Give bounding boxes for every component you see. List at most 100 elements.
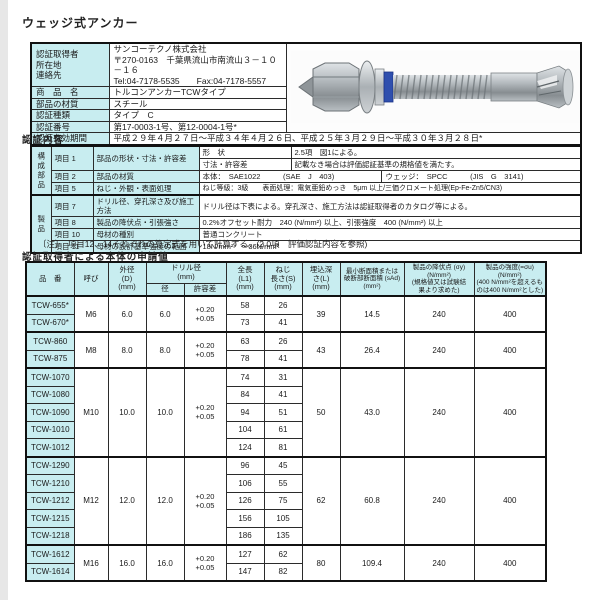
spec-size-cell: M8 (73, 331, 109, 369)
spec-outer-cell: 10.0 (107, 367, 147, 457)
cert-number-value: 第17-0003-1号、第12-0004-1号* (108, 120, 287, 133)
spec-model-cell: TCW-1080 (25, 385, 75, 404)
holder-address: 〒270-0163 千葉県流山市南流山３－１０－１６ (113, 54, 277, 76)
spec-yield-cell: 240 (403, 367, 475, 457)
spec-model-cell: TCW-1090 (25, 403, 75, 422)
spec-thread-cell: 81 (263, 438, 303, 457)
spec-embed-cell: 39 (301, 295, 341, 333)
spec-yield-cell: 240 (403, 455, 475, 546)
spec-length-cell: 74 (225, 367, 265, 387)
spec-row: TCW-1212 126 75 (25, 491, 546, 510)
spec-length-cell: 104 (225, 420, 265, 439)
spec-yield-cell: 240 (403, 544, 475, 582)
spec-tolerance-cell: +0.20 +0.05 (183, 295, 227, 333)
spec-thread-cell: 45 (263, 455, 303, 475)
material-value: スチール (108, 97, 287, 110)
spec-area-cell: 60.8 (339, 455, 405, 546)
spec-yield-cell: 240 (403, 331, 475, 369)
spec-length-cell: 186 (225, 526, 265, 546)
item10-name: 母材の種別 (92, 228, 200, 241)
spec-thread-cell: 105 (263, 509, 303, 528)
group-components-label: 構成部品 (30, 145, 52, 196)
spec-row: TCW-655* M6 6.0 6.0 +0.20 +0.05 58 26 39 14.5 240… (25, 295, 547, 333)
spec-model-cell: TCW-1010 (25, 420, 75, 439)
spec-yield-cell: 240 (403, 295, 475, 333)
spec-thread-cell: 41 (263, 385, 303, 404)
item8-value: 0.2%オフセット耐力 240 (N/mm²) 以上、引張強度 400 (N/m… (198, 216, 582, 229)
spec-length-cell: 96 (225, 455, 265, 475)
spec-table-body: TCW-655* M6 6.0 6.0 +0.20 +0.05 58 26 39 14.5 240… (25, 295, 547, 582)
spec-length-cell: 147 (225, 562, 265, 582)
item1-dim-label: 寸法・許容差 (198, 158, 292, 171)
item5-no: 項目 5 (50, 182, 94, 196)
certification-header-table: 認証取得者 所在地 連絡先 サンコーテクノ株式会社 〒270-0163 千葉県流… (30, 42, 582, 146)
spec-tolerance-cell: +0.20 +0.05 (183, 544, 227, 582)
cert-type-value: タイプ C (108, 109, 287, 122)
spec-section-heading: 認証取得者による本体の申請値 (22, 252, 169, 263)
spec-row: TCW-1218 186 135 (25, 526, 546, 546)
calculation-note: 〔注〕 項目12、14それぞれの算定式を用いて計算する。(2.0項 評価認証内容… (38, 239, 368, 249)
contact-label: 連絡先 (36, 70, 62, 81)
spec-row: TCW-1612 M16 16.0 16.0 +0.20 +0.05 127 62 80 109… (25, 544, 547, 582)
cert-content-heading: 認証内容 (22, 135, 65, 146)
spec-size-cell: M12 (73, 455, 109, 546)
spec-row: TCW-1215 156 105 (25, 509, 546, 528)
spec-thread-cell: 62 (263, 544, 303, 564)
spec-strength-cell: 400 (473, 544, 547, 582)
spec-model-cell: TCW-1215 (25, 509, 75, 528)
spec-model-cell: TCW-860 (25, 331, 75, 351)
spec-thread-cell: 51 (263, 403, 303, 422)
col-header-outer-dia: 外径 (D) (mm) (107, 261, 147, 297)
material-label: 部品の材質 (30, 97, 110, 110)
spec-thread-cell: 55 (263, 474, 303, 493)
spec-length-cell: 106 (225, 474, 265, 493)
item5-value: ねじ等級：3級 表面処理：電気亜鉛めっき 5μm 以上/三価クロメート処理(Ep… (198, 182, 582, 196)
holder-contact: Tel:04-7178-5535 Fax:04-7178-5557 (113, 75, 267, 86)
spec-row: TCW-860 M8 8.0 8.0 +0.20 +0.05 63 26 43 26.4 240 4… (25, 331, 547, 369)
scan-edge-strip (0, 0, 8, 600)
spec-embed-cell: 80 (301, 544, 341, 582)
col-header-area: 最小断面積または 破断部断面積 (sAd) (mm²) (339, 261, 405, 297)
spec-strength-cell: 400 (473, 367, 547, 457)
wedge-anchor-product-photo (290, 50, 580, 123)
spec-strength-cell: 400 (473, 331, 547, 369)
spec-area-cell: 26.4 (339, 331, 405, 369)
spec-model-cell: TCW-670* (25, 313, 75, 333)
spec-length-cell: 73 (225, 313, 265, 333)
item11-name: 母材の設計基準強度の範囲 (92, 240, 200, 254)
spec-length-cell: 126 (225, 491, 265, 510)
item8-name: 製品の降伏点・引張強さ (92, 216, 200, 229)
item2-body-value: 本体： SAE1022 (SAE J 403) (202, 172, 335, 181)
spec-drill-cell: 6.0 (145, 295, 185, 333)
item8-no: 項目 8 (50, 216, 94, 229)
spec-embed-cell: 50 (301, 367, 341, 457)
holder-value-cell: サンコーテクノ株式会社 〒270-0163 千葉県流山市南流山３－１０－１６ T… (108, 42, 287, 87)
col-header-thread: ねじ 長さ(S) (mm) (263, 261, 303, 297)
item10-no: 項目 10 (50, 228, 94, 241)
spec-length-cell: 127 (225, 544, 265, 564)
spec-tolerance-cell: +0.20 +0.05 (183, 455, 227, 546)
col-header-size: 呼び (73, 261, 109, 297)
spec-thread-cell: 26 (263, 295, 303, 315)
col-header-model: 品 番 (25, 261, 75, 297)
spec-drill-cell: 12.0 (145, 455, 185, 546)
validity-value: 平成２９年４月２７日～平成３４年４月２６日、平成２５年３月２９日～平成３０年３月… (108, 132, 582, 145)
page-title: ウェッジ式アンカー (22, 16, 139, 30)
spec-row: TCW-1010 104 61 (25, 420, 546, 439)
item2-value-cell: 本体： SAE1022 (SAE J 403) ウェッジ： SPCC (JIS … (198, 170, 582, 183)
spec-table: 品 番 呼び 外径 (D) (mm) ドリル径 (mm) 全長 (L1) (mm… (25, 261, 547, 582)
spec-size-cell: M16 (73, 544, 109, 582)
item5-name: ねじ・外観・表面処理 (92, 182, 200, 196)
item2-wedge-value: ウェッジ： SPCC (JIS G 3141) (380, 171, 580, 182)
spec-model-cell: TCW-655* (25, 295, 75, 315)
spec-row: TCW-1012 124 81 (25, 438, 546, 457)
col-header-yield: 製品の降伏点 (σy) (N/mm²) (規格値又は試験結 果より求めた) (403, 261, 475, 297)
spec-thread-cell: 61 (263, 420, 303, 439)
item1-shape-value: 2.5項 図1による。 (290, 145, 582, 159)
spec-thread-cell: 135 (263, 526, 303, 546)
spec-row: TCW-1080 84 41 (25, 385, 546, 404)
item7-no: 項目 7 (50, 194, 94, 217)
spec-model-cell: TCW-1212 (25, 491, 75, 510)
holder-label: 認証取得者 (36, 49, 79, 60)
